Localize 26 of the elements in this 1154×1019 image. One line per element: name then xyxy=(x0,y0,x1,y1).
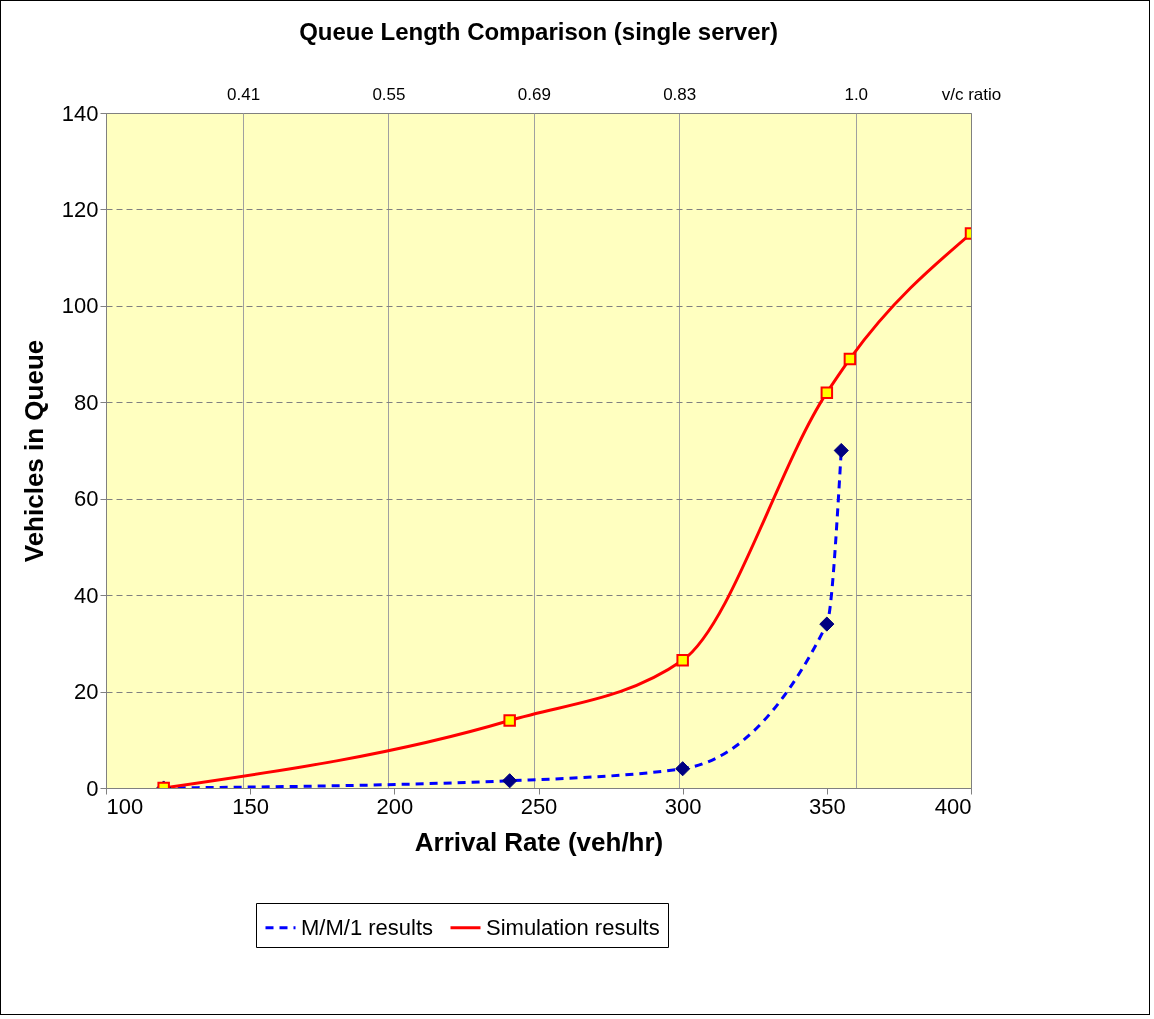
y-tick-label: 120 xyxy=(61,196,99,222)
legend-label: M/M/1 results xyxy=(301,914,434,940)
x2-tick-label: 0.55 xyxy=(372,84,406,104)
y-tick-label: 100 xyxy=(61,293,99,319)
x-axis-title: Arrival Rate (veh/hr) xyxy=(414,826,664,857)
y-tick-label: 60 xyxy=(74,486,99,512)
x-tick-label: 300 xyxy=(664,793,702,819)
x-tick-label: 250 xyxy=(520,793,558,819)
x2-axis-title: v/c ratio xyxy=(941,84,1002,104)
x-tick-label: 100 xyxy=(106,793,144,819)
x-tick-label: 400 xyxy=(934,793,972,819)
x-tick-label: 150 xyxy=(232,793,270,819)
x2-tick-label: 0.41 xyxy=(227,84,261,104)
y-tick-label: 20 xyxy=(74,679,99,705)
legend-label: Simulation results xyxy=(486,914,660,940)
y-tick-label: 140 xyxy=(61,100,99,126)
chart-title: Queue Length Comparison (single server) xyxy=(299,18,778,45)
y-tick-label: 0 xyxy=(86,775,99,801)
x2-tick-label: 0.83 xyxy=(663,84,697,104)
x-tick-label: 350 xyxy=(808,793,846,819)
y-tick-label: 40 xyxy=(74,582,99,608)
y-axis-title: Vehicles in Queue xyxy=(18,339,49,563)
x2-tick-label: 1.0 xyxy=(844,84,869,104)
x-tick-label: 200 xyxy=(376,793,414,819)
y-tick-label: 80 xyxy=(74,389,99,415)
x2-tick-label: 0.69 xyxy=(517,84,551,104)
